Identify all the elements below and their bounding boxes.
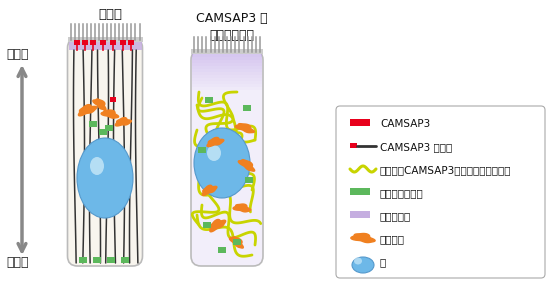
Bar — [192, 54, 262, 57]
Polygon shape — [210, 220, 225, 232]
Bar — [192, 84, 262, 87]
Bar — [350, 143, 357, 148]
Bar — [203, 222, 211, 228]
Bar — [233, 239, 241, 245]
Text: 核: 核 — [380, 257, 386, 267]
Bar — [82, 40, 88, 45]
FancyBboxPatch shape — [191, 50, 263, 266]
Bar — [192, 75, 262, 78]
Bar — [191, 49, 263, 54]
Text: 頂端部表層: 頂端部表層 — [380, 211, 411, 221]
Polygon shape — [116, 118, 131, 126]
Bar — [218, 247, 226, 253]
Ellipse shape — [77, 138, 133, 218]
FancyBboxPatch shape — [68, 38, 142, 266]
Bar — [100, 40, 106, 45]
Bar — [192, 57, 262, 60]
Bar — [121, 257, 129, 263]
Bar — [205, 97, 213, 103]
Bar — [192, 69, 262, 72]
Ellipse shape — [207, 145, 221, 161]
Ellipse shape — [194, 128, 250, 198]
Text: CAMSAP3 が
欠損した細胞: CAMSAP3 が 欠損した細胞 — [196, 12, 268, 42]
Text: 微小管プラス端: 微小管プラス端 — [380, 188, 424, 198]
Text: 野生型: 野生型 — [98, 7, 122, 20]
Bar — [128, 40, 134, 45]
Text: 微小管（CAMSAP3に依存しないもの）: 微小管（CAMSAP3に依存しないもの） — [380, 165, 512, 175]
Bar — [68, 37, 142, 42]
Polygon shape — [79, 105, 97, 116]
Bar — [192, 87, 262, 90]
Bar — [192, 78, 262, 81]
Text: CAMSAP3 微小管: CAMSAP3 微小管 — [380, 142, 452, 152]
Bar — [198, 147, 206, 153]
FancyBboxPatch shape — [336, 106, 545, 278]
Polygon shape — [207, 137, 224, 147]
Polygon shape — [93, 99, 106, 110]
Text: 頂端面: 頂端面 — [7, 49, 29, 62]
Bar — [350, 188, 370, 195]
Polygon shape — [101, 110, 119, 118]
Text: CAMSAP3: CAMSAP3 — [380, 119, 430, 129]
Bar — [93, 257, 101, 263]
Polygon shape — [351, 233, 375, 243]
Bar — [350, 119, 370, 126]
Bar — [192, 66, 262, 69]
Bar — [120, 40, 126, 45]
Bar — [350, 211, 370, 218]
Polygon shape — [233, 204, 251, 212]
Bar — [245, 177, 253, 183]
Bar — [69, 42, 141, 50]
Bar — [107, 257, 115, 263]
Bar — [192, 60, 262, 63]
Text: 基底面: 基底面 — [7, 256, 29, 268]
Bar — [192, 81, 262, 84]
Polygon shape — [202, 185, 217, 195]
Polygon shape — [229, 237, 243, 248]
Bar — [192, 72, 262, 75]
Ellipse shape — [352, 257, 374, 273]
Bar — [110, 97, 116, 102]
Bar — [90, 40, 96, 45]
Bar — [192, 63, 262, 66]
Bar — [110, 40, 116, 45]
Bar — [243, 105, 251, 111]
Text: ゴルジ体: ゴルジ体 — [380, 234, 405, 244]
Ellipse shape — [354, 258, 362, 264]
Bar — [74, 40, 80, 45]
Ellipse shape — [90, 157, 104, 175]
Polygon shape — [235, 124, 255, 133]
Bar — [105, 125, 113, 131]
Bar — [89, 121, 97, 127]
Bar — [99, 129, 107, 135]
Polygon shape — [238, 160, 255, 171]
Bar — [79, 257, 87, 263]
